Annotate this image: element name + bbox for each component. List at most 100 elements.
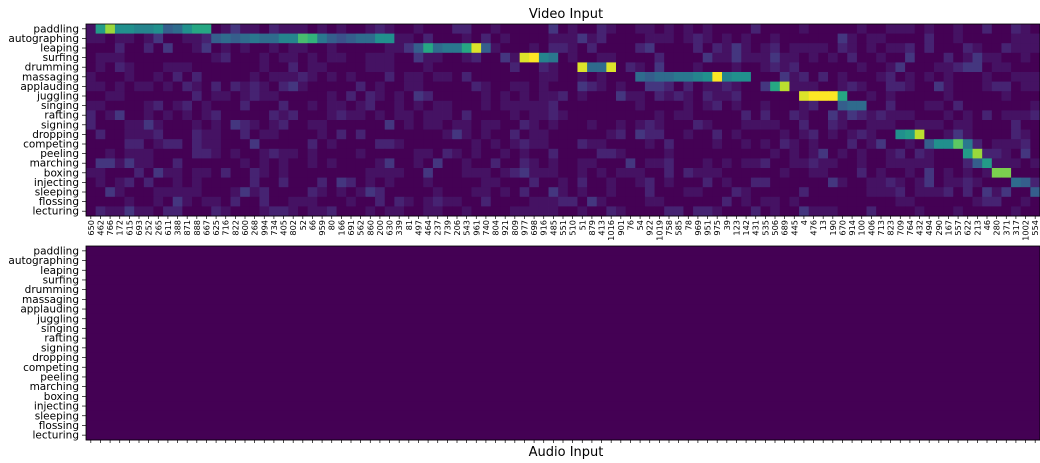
heat-cell [722,178,732,188]
heat-cell [568,187,578,197]
heat-cell [182,110,192,120]
heat-cell [269,158,279,168]
heat-cell [944,110,954,120]
heat-cell [1030,158,1040,168]
column-label: 485 [548,220,558,236]
heat-cell [973,101,983,111]
heat-cell [1011,130,1021,140]
heat-cell [144,24,154,34]
heat-cell [895,178,905,188]
heat-cell [934,168,944,178]
heat-cell [549,91,559,101]
heat-cell [1011,197,1021,207]
heat-cell [115,197,125,207]
heat-cell [202,158,212,168]
heat-cell [741,24,751,34]
heat-cell [626,24,636,34]
heat-cell [992,178,1002,188]
heat-cell [337,101,347,111]
heat-cell [963,110,973,120]
heat-cell [789,82,799,92]
heat-cell [992,91,1002,101]
heat-cell [693,34,703,44]
column-label: 914 [847,220,857,236]
heat-cell [616,101,626,111]
heat-cell [298,72,308,82]
heat-cell [741,197,751,207]
heat-cell [780,91,790,101]
heat-cell [799,34,809,44]
heat-cell [789,62,799,72]
heat-cell [549,187,559,197]
heat-cell [404,206,414,216]
heat-cell [202,24,212,34]
heat-cell [963,197,973,207]
heat-cell [414,130,424,140]
heat-cell [895,139,905,149]
column-label: 371 [1001,220,1011,236]
heat-cell [944,91,954,101]
heat-row-cells [86,353,1040,363]
heat-cell [471,130,481,140]
heat-cell [105,139,115,149]
heat-cell [1021,110,1031,120]
heat-cell [510,82,520,92]
heat-cell [1001,178,1011,188]
heat-cell [1001,130,1011,140]
heat-cell [539,53,549,63]
heat-cell [953,34,963,44]
heat-cell [125,120,135,130]
heat-cell [337,62,347,72]
heat-cell [847,197,857,207]
heat-cell [346,82,356,92]
heat-cell [86,43,96,53]
heat-cell [722,43,732,53]
heat-cell [597,43,607,53]
heat-cell [963,91,973,101]
heat-cell [202,91,212,101]
heat-cell [818,101,828,111]
heat-cell [992,101,1002,111]
heat-cell [385,158,395,168]
heat-cell [664,24,674,34]
heat-cell [886,62,896,72]
heat-cell [259,139,269,149]
heat-cell [365,34,375,44]
heat-cell [462,178,472,188]
heat-cell [433,62,443,72]
heat-cell [520,149,530,159]
heat-cell [982,91,992,101]
heat-cell [616,130,626,140]
heat-cell [683,43,693,53]
heat-cell [924,82,934,92]
heat-cell [481,178,491,188]
heat-cell [741,158,751,168]
heat-cell [115,101,125,111]
heat-cell [356,178,366,188]
heat-cell [317,197,327,207]
heat-cell [308,110,318,120]
heat-cell [452,130,462,140]
heat-cell [789,139,799,149]
heat-cell [452,53,462,63]
column-label: 766 [105,220,115,236]
heat-cell [221,91,231,101]
heat-cell [635,197,645,207]
heat-cell [664,101,674,111]
heat-cell [645,34,655,44]
heat-cell [288,178,298,188]
heat-cell [973,187,983,197]
heat-cell [616,62,626,72]
heat-cell [539,168,549,178]
heat-cell [847,158,857,168]
heat-cell [1030,197,1040,207]
heat-row-cells [86,421,1040,431]
heat-cell [934,110,944,120]
heat-cell [944,139,954,149]
column-label: 172 [115,220,125,236]
heat-cell [934,120,944,130]
heat-cell [674,178,684,188]
heat-cell [337,43,347,53]
heat-cell [635,120,645,130]
heat-cell [655,91,665,101]
